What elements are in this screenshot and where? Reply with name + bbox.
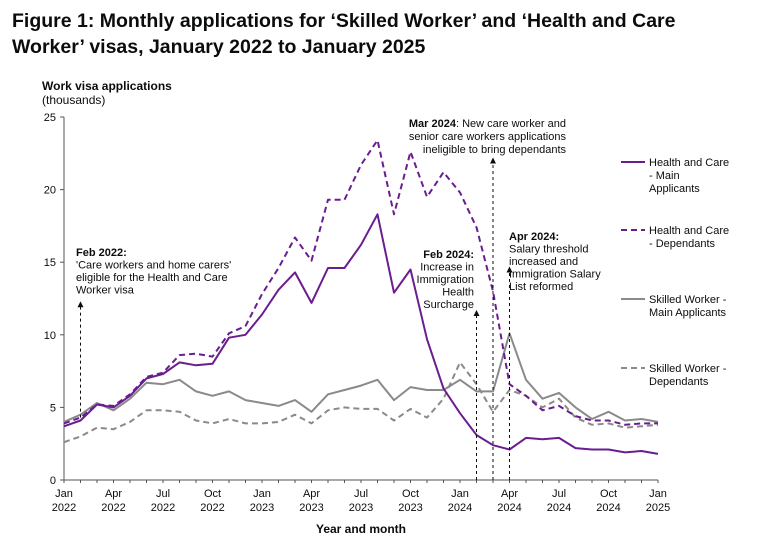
y-tick-label: 0 bbox=[50, 475, 56, 487]
legend-entry-3: Skilled Worker -Main Applicants bbox=[649, 294, 727, 319]
figure-title: Figure 1: Monthly applications for ‘Skil… bbox=[12, 10, 676, 58]
x-tick-label-month: Oct bbox=[204, 488, 221, 500]
annotation-text-feb-2022: Feb 2022: 'Care workers and home carers' e… bbox=[76, 247, 231, 297]
y-axis-label-line2: (thousands) bbox=[42, 93, 106, 107]
x-tick-label-year: 2023 bbox=[398, 502, 422, 514]
x-tick-label-month: Jan bbox=[253, 488, 271, 500]
x-tick-label-month: Jul bbox=[354, 488, 368, 500]
x-tick-label-year: 2024 bbox=[497, 502, 521, 514]
series-line-2 bbox=[63, 139, 658, 426]
legend: Health and Care - Main Applicants Health an… bbox=[621, 157, 729, 388]
x-tick-label-year: 2024 bbox=[547, 502, 571, 514]
x-axis-label: Year and month bbox=[316, 522, 406, 536]
x-tick-label-month: Apr bbox=[303, 488, 320, 500]
x-tick-label-year: 2022 bbox=[52, 502, 76, 514]
y-axis-label-line1: Work visa applications bbox=[42, 79, 172, 93]
y-tick-label: 10 bbox=[44, 330, 56, 342]
annotation-layer: Feb 2022: 'Care workers and home carers' e… bbox=[76, 118, 601, 480]
x-tick-label-month: Jan bbox=[649, 488, 667, 500]
y-tick-label: 20 bbox=[44, 185, 56, 197]
y-tick-label: 15 bbox=[44, 257, 56, 269]
series-line-4 bbox=[63, 361, 659, 444]
x-tick-label-month: Oct bbox=[402, 488, 419, 500]
y-tick-label: 25 bbox=[44, 112, 56, 124]
x-tick-label-month: Jan bbox=[451, 488, 469, 500]
x-tick-label-month: Jul bbox=[156, 488, 170, 500]
annotation-text-feb-2024: Feb 2024: Increase in Immigration Health Sur… bbox=[417, 249, 474, 311]
x-tick-label-month: Apr bbox=[105, 488, 122, 500]
x-tick-label-year: 2023 bbox=[349, 502, 373, 514]
x-tick-label-month: Apr bbox=[501, 488, 518, 500]
x-tick-label-month: Jan bbox=[55, 488, 73, 500]
legend-entry-1: Health and Care - Main Applicants bbox=[649, 157, 729, 195]
x-tick-label-month: Oct bbox=[600, 488, 617, 500]
y-axis-label: Work visa applications (thousands) bbox=[42, 79, 172, 107]
series-line-3 bbox=[63, 332, 659, 423]
series-layer bbox=[63, 139, 659, 455]
x-tick-label-year: 2023 bbox=[250, 502, 274, 514]
axes: 0510152025Jan2022Apr2022Jul2022Oct2022Ja… bbox=[44, 112, 670, 514]
x-tick-label-year: 2024 bbox=[448, 502, 472, 514]
legend-entry-4: Skilled Worker -Dependants bbox=[649, 363, 727, 388]
x-tick-label-year: 2022 bbox=[151, 502, 175, 514]
annotation-text-mar-2024: Mar 2024: New care worker and senior care… bbox=[409, 118, 567, 156]
x-tick-label-year: 2022 bbox=[101, 502, 125, 514]
x-tick-label-year: 2025 bbox=[646, 502, 670, 514]
y-tick-label: 5 bbox=[50, 402, 56, 414]
x-tick-label-year: 2023 bbox=[299, 502, 323, 514]
x-tick-label-year: 2024 bbox=[596, 502, 620, 514]
x-tick-label-year: 2022 bbox=[200, 502, 224, 514]
annotation-text-apr-2024: Apr 2024: Salary threshold increased and Im… bbox=[509, 231, 601, 293]
legend-entry-2: Health and Care - Dependants bbox=[649, 225, 729, 250]
x-tick-label-month: Jul bbox=[552, 488, 566, 500]
series-line-1 bbox=[63, 213, 659, 455]
